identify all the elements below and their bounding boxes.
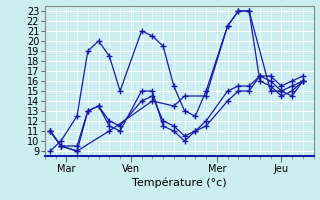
X-axis label: Température (°c): Température (°c): [132, 177, 227, 188]
